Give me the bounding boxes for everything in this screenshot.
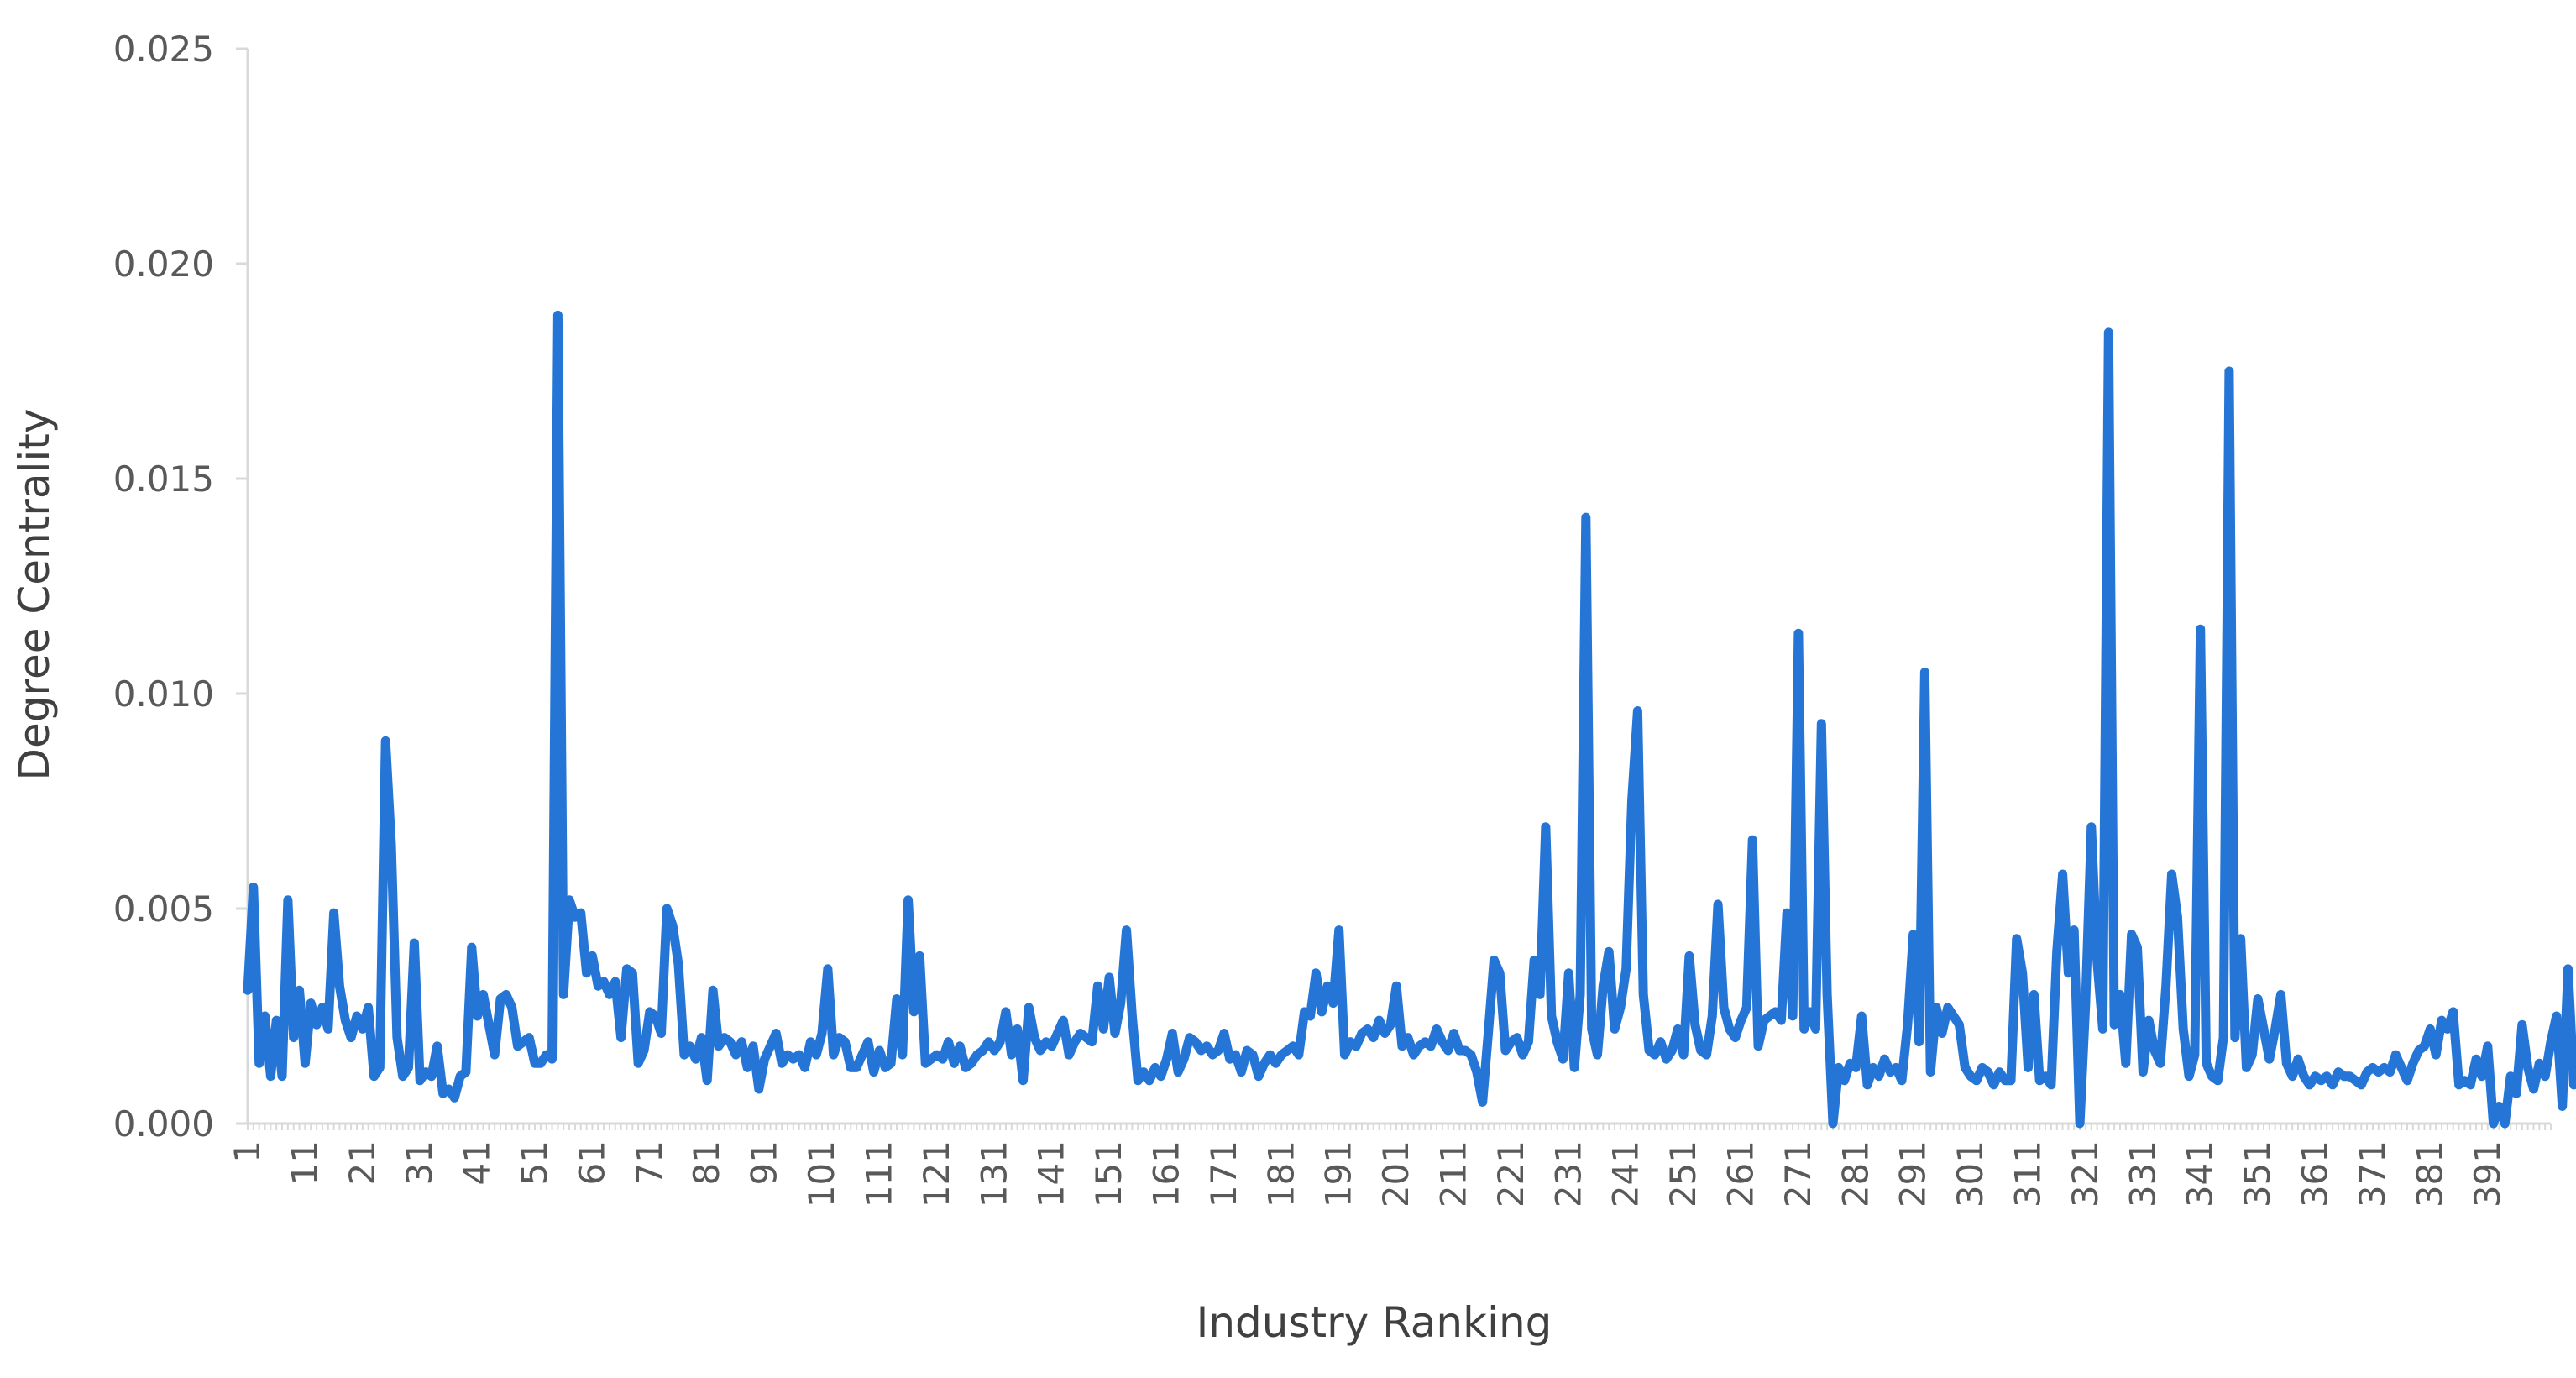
x-tick-label: 321 [2065, 1140, 2106, 1208]
x-tick-label: 251 [1662, 1140, 1704, 1208]
x-tick-label: 201 [1375, 1140, 1416, 1208]
x-tick-label: 261 [1720, 1140, 1762, 1208]
x-tick-label: 241 [1605, 1140, 1647, 1208]
x-tick-label: 31 [399, 1140, 440, 1185]
x-tick-label: 271 [1778, 1140, 1819, 1208]
x-tick-label: 1 [227, 1140, 268, 1163]
x-tick-label: 371 [2352, 1140, 2393, 1208]
x-tick-label: 21 [342, 1140, 383, 1185]
x-tick-label: 151 [1088, 1140, 1129, 1208]
x-tick-label: 191 [1318, 1140, 1359, 1208]
y-tick-label: 0.010 [113, 673, 214, 715]
x-tick-label: 41 [457, 1140, 498, 1185]
x-tick-label: 211 [1432, 1140, 1474, 1208]
x-tick-label: 141 [1031, 1140, 1072, 1208]
y-tick-label: 0.005 [113, 888, 214, 930]
x-tick-label: 391 [2467, 1140, 2508, 1208]
x-tick-label: 71 [629, 1140, 670, 1185]
x-tick-label: 281 [1835, 1140, 1876, 1208]
x-tick-label: 361 [2295, 1140, 2336, 1208]
x-tick-label: 161 [1145, 1140, 1186, 1208]
x-tick-label: 381 [2409, 1140, 2450, 1208]
x-axis-ticks: 1 11 21 31 41 51 61 71 81 91 101 111 121 131 141 151 161… [227, 1124, 2552, 1208]
y-tick-label: 0.015 [113, 458, 214, 500]
x-tick-label: 231 [1547, 1140, 1589, 1208]
x-tick-label: 291 [1893, 1140, 1934, 1208]
x-axis-title: Industry Ranking [1196, 1298, 1552, 1347]
x-tick-label: 181 [1260, 1140, 1301, 1208]
x-tick-label: 121 [916, 1140, 957, 1208]
x-tick-label: 91 [744, 1140, 785, 1185]
y-tick-label: 0.025 [113, 29, 214, 70]
x-tick-label: 81 [686, 1140, 727, 1185]
x-tick-label: 341 [2180, 1140, 2221, 1208]
x-tick-label: 351 [2237, 1140, 2278, 1208]
x-tick-label: 311 [2008, 1140, 2049, 1208]
y-axis-title: Degree Centrality [10, 408, 59, 780]
y-tick-label: 0.020 [113, 244, 214, 285]
x-tick-label: 101 [801, 1140, 842, 1208]
x-tick-label: 61 [571, 1140, 612, 1185]
x-tick-label: 331 [2122, 1140, 2163, 1208]
y-tick-label: 0.000 [113, 1103, 214, 1145]
x-tick-label: 111 [858, 1140, 899, 1208]
x-tick-label: 131 [973, 1140, 1014, 1208]
y-axis-ticks: 0.000 0.005 0.010 0.015 0.020 0.025 [113, 29, 248, 1145]
series-line [243, 310, 2576, 1129]
x-tick-label: 301 [1950, 1140, 1991, 1208]
x-tick-label: 51 [514, 1140, 555, 1185]
x-tick-label: 171 [1203, 1140, 1244, 1208]
x-tick-label: 11 [284, 1140, 325, 1185]
x-tick-label: 221 [1490, 1140, 1531, 1208]
